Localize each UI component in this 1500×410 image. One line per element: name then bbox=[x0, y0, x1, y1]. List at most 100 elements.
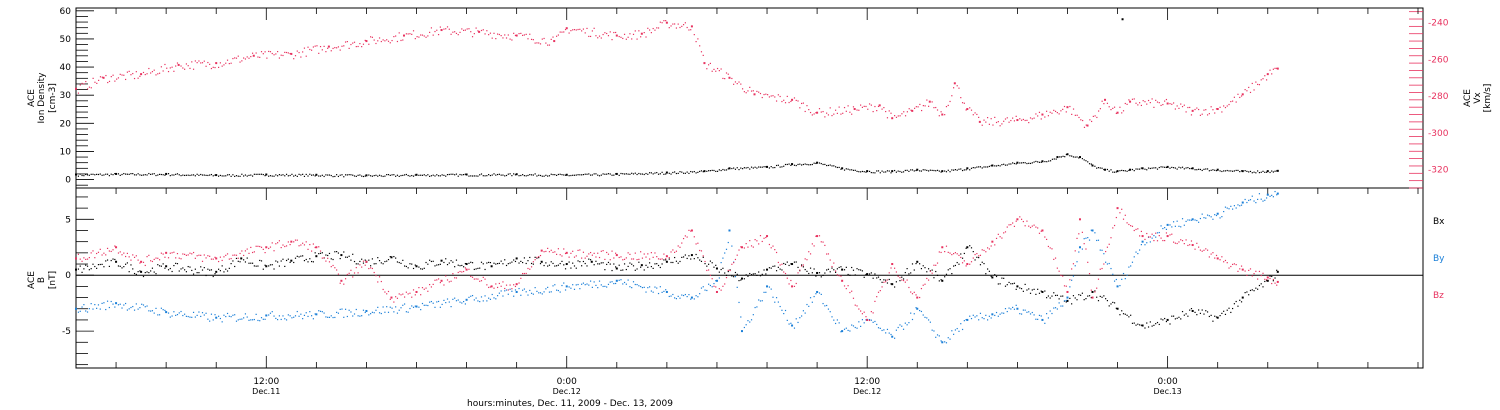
density-dot bbox=[1253, 171, 1255, 173]
vx-dot bbox=[1248, 86, 1250, 89]
bz-dot bbox=[534, 259, 536, 261]
vx-dot bbox=[112, 74, 114, 76]
density-point bbox=[365, 174, 368, 177]
bz-dot bbox=[294, 239, 297, 241]
density-dot bbox=[615, 173, 617, 175]
bz-dot bbox=[425, 287, 427, 289]
bz-dot bbox=[1088, 273, 1091, 275]
density-dot bbox=[1044, 160, 1046, 163]
vx-dot bbox=[212, 66, 214, 68]
density-dot bbox=[933, 169, 935, 172]
by-dot bbox=[1020, 313, 1023, 315]
bz-dot bbox=[895, 271, 897, 273]
density-dot bbox=[414, 174, 416, 176]
bz-dot bbox=[643, 253, 645, 255]
by-dot bbox=[888, 332, 890, 334]
by-dot bbox=[210, 313, 213, 315]
top-right-axis-label-line3: [km/s] bbox=[1483, 84, 1493, 113]
bx-dot bbox=[1224, 313, 1227, 316]
bx-dot bbox=[239, 261, 241, 263]
bx-dot bbox=[924, 267, 926, 269]
density-dot bbox=[686, 171, 688, 173]
by-dot bbox=[1269, 195, 1271, 197]
vx-dot bbox=[806, 105, 808, 107]
by-point bbox=[941, 341, 944, 344]
density-dot bbox=[309, 173, 311, 175]
bz-dot bbox=[243, 254, 245, 257]
bz-dot bbox=[328, 261, 331, 263]
vx-dot bbox=[210, 67, 213, 70]
density-dot bbox=[368, 174, 370, 176]
bz-dot bbox=[674, 251, 676, 253]
vx-dot bbox=[280, 54, 282, 56]
bz-dot bbox=[88, 256, 90, 259]
bz-dot bbox=[824, 244, 826, 247]
vx-dot bbox=[921, 109, 923, 112]
density-dot bbox=[890, 172, 892, 174]
by-dot bbox=[858, 321, 860, 323]
bz-dot bbox=[563, 248, 565, 250]
density-dot bbox=[997, 164, 999, 167]
bx-dot bbox=[1058, 298, 1060, 300]
bz-dot bbox=[661, 258, 663, 260]
density-dot bbox=[908, 170, 910, 172]
bz-dot bbox=[525, 272, 527, 275]
by-dot bbox=[788, 323, 790, 325]
bx-dot bbox=[629, 262, 631, 264]
bx-dot bbox=[931, 269, 933, 271]
density-point bbox=[766, 165, 769, 168]
density-dot bbox=[421, 174, 424, 176]
by-dot bbox=[847, 329, 849, 332]
vx-dot bbox=[577, 28, 579, 31]
bx-dot bbox=[280, 260, 282, 262]
by-dot bbox=[1169, 224, 1171, 226]
vx-dot bbox=[133, 77, 136, 80]
by-dot bbox=[445, 302, 447, 304]
bx-point bbox=[740, 277, 743, 280]
bz-dot bbox=[913, 291, 915, 293]
by-dot bbox=[486, 300, 488, 302]
density-point bbox=[791, 163, 794, 166]
bx-dot bbox=[545, 262, 547, 264]
bx-dot bbox=[219, 270, 221, 272]
bx-dot bbox=[827, 268, 830, 270]
by-dot bbox=[507, 293, 509, 295]
bz-dot bbox=[1103, 263, 1105, 265]
by-dot bbox=[411, 305, 413, 307]
bz-dot bbox=[1065, 285, 1067, 287]
by-dot bbox=[1206, 214, 1209, 216]
by-dot bbox=[217, 315, 220, 317]
bx-dot bbox=[207, 268, 209, 270]
bz-dot bbox=[446, 279, 449, 281]
density-dot bbox=[856, 170, 858, 172]
bx-dot bbox=[312, 261, 314, 263]
vx-dot bbox=[332, 47, 334, 50]
bx-dot bbox=[132, 268, 134, 270]
bz-dot bbox=[185, 254, 188, 256]
by-dot bbox=[1038, 314, 1041, 317]
by-dot bbox=[781, 309, 783, 311]
by-dot bbox=[457, 299, 459, 301]
by-dot bbox=[330, 315, 332, 317]
vx-dot bbox=[1219, 106, 1221, 108]
vx-dot bbox=[446, 26, 449, 28]
density-dot bbox=[1228, 170, 1230, 172]
vx-dot bbox=[1142, 100, 1144, 102]
bx-point bbox=[1041, 290, 1044, 293]
by-dot bbox=[1028, 311, 1030, 313]
by-dot bbox=[1108, 262, 1110, 265]
bx-dot bbox=[795, 261, 797, 263]
density-dot bbox=[493, 173, 495, 175]
bx-dot bbox=[874, 273, 876, 275]
by-dot bbox=[223, 314, 225, 316]
vx-dot bbox=[121, 74, 123, 76]
bx-dot bbox=[1189, 309, 1191, 311]
bz-dot bbox=[956, 253, 958, 255]
vx-dot bbox=[396, 40, 399, 43]
density-dot bbox=[393, 174, 395, 176]
vx-dot bbox=[230, 62, 232, 64]
bz-dot bbox=[582, 251, 585, 253]
by-dot bbox=[184, 313, 186, 315]
vx-dot bbox=[198, 60, 200, 62]
bx-dot bbox=[613, 263, 615, 265]
